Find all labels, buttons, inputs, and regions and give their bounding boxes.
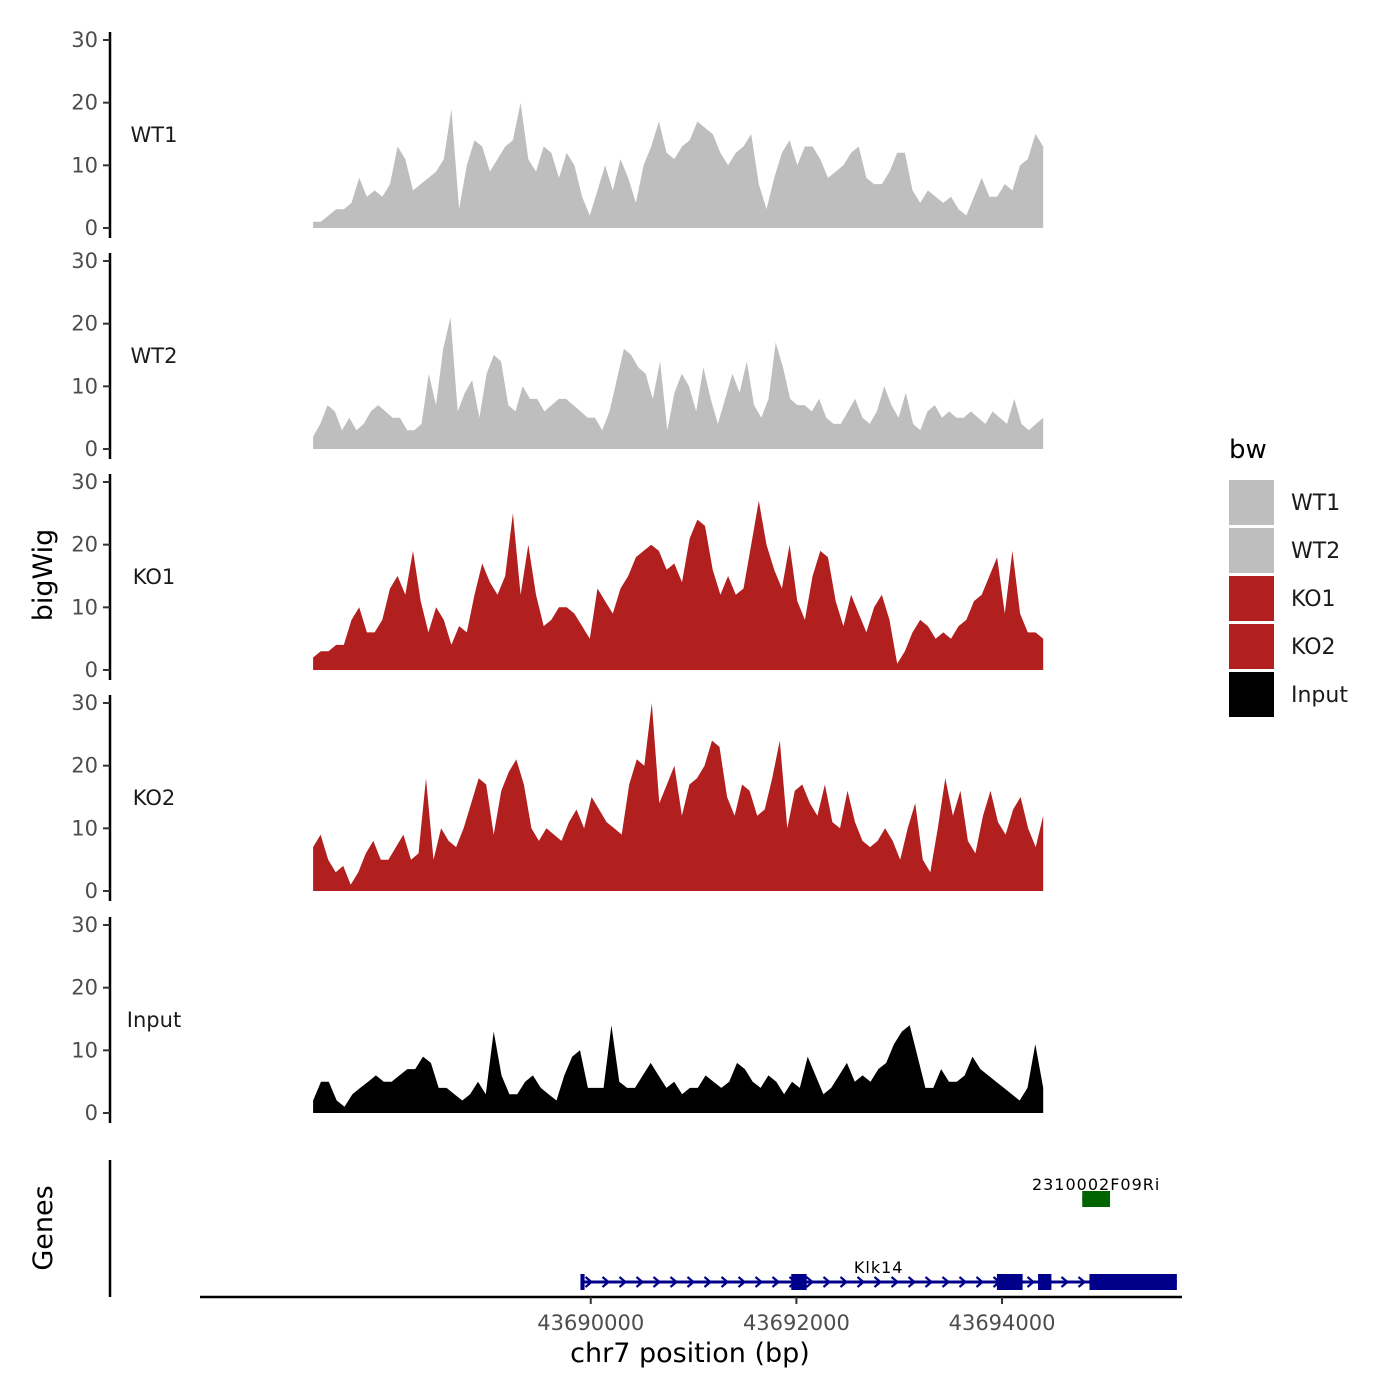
area-input [313, 1025, 1044, 1113]
strand-arrow [822, 1276, 832, 1288]
x-tick-label: 43694000 [949, 1311, 1056, 1335]
legend-key-input [1229, 672, 1274, 717]
strand-arrow [754, 1276, 764, 1288]
track-label-wt1: WT1 [131, 123, 178, 147]
legend-key-wt2 [1229, 528, 1274, 573]
x-tick-label: 43690000 [537, 1311, 644, 1335]
y-tick-label: 20 [71, 533, 98, 557]
area-ko2 [313, 703, 1044, 891]
y-tick-label: 20 [71, 91, 98, 115]
y-tick-label: 30 [71, 691, 98, 715]
y-tick-label: 30 [71, 249, 98, 273]
area-wt1 [313, 102, 1044, 228]
y-tick-label: 10 [71, 374, 98, 398]
strand-arrow [584, 1276, 594, 1288]
track-input: 0 10 20 30 Input [71, 913, 1044, 1125]
y-tick-label: 20 [71, 312, 98, 336]
strand-arrow [856, 1276, 866, 1288]
y-tick-label: 0 [85, 216, 98, 240]
gene-exon [1038, 1274, 1052, 1290]
strand-arrow [669, 1276, 679, 1288]
strand-arrow [686, 1276, 696, 1288]
strand-arrow [771, 1276, 781, 1288]
strand-arrow [890, 1276, 900, 1288]
y-tick-label: 0 [85, 658, 98, 682]
track-label-wt2: WT2 [131, 344, 178, 368]
legend-label-ko1: KO1 [1291, 587, 1336, 612]
legend-key-ko2 [1229, 624, 1274, 669]
gene-exon [1089, 1274, 1177, 1290]
strand-arrow [601, 1276, 611, 1288]
strand-arrow [907, 1276, 917, 1288]
gene-klk14: Klk14 [580, 1258, 1177, 1290]
strand-arrow [737, 1276, 747, 1288]
strand-arrow [1026, 1276, 1036, 1288]
strand-arrow [703, 1276, 713, 1288]
gene-exon [996, 1274, 1023, 1290]
gene-exon [580, 1274, 585, 1290]
strand-arrow [839, 1276, 849, 1288]
y-tick-label: 0 [85, 879, 98, 903]
strand-arrow [975, 1276, 985, 1288]
y-tick-label: 30 [71, 913, 98, 937]
legend-label-wt2: WT2 [1291, 539, 1340, 564]
strand-arrow [805, 1276, 815, 1288]
legend-key-wt1 [1229, 480, 1274, 525]
strand-arrow [652, 1276, 662, 1288]
y-tick-label: 10 [71, 153, 98, 177]
strand-arrow [941, 1276, 951, 1288]
y-tick-label: 30 [71, 28, 98, 52]
gene-2310002f09ri: 2310002F09Ri [1032, 1175, 1160, 1207]
gene-exon [1082, 1191, 1111, 1207]
signal-tracks: 0 10 20 30 WT1 0 10 20 30 WT2 0 10 20 30 KO1 0 10 20 30 KO2… [71, 28, 1044, 1125]
track-wt2: 0 10 20 30 WT2 [71, 249, 1044, 461]
legend: bw WT1 WT2 KO1 KO2 Input [1229, 435, 1348, 717]
track-label-ko2: KO2 [133, 786, 176, 810]
strand-arrow [873, 1276, 883, 1288]
y-tick-label: 30 [71, 470, 98, 494]
strand-arrow [924, 1276, 934, 1288]
strand-arrow [635, 1276, 645, 1288]
legend-label-ko2: KO2 [1291, 635, 1336, 660]
y-axis-title: bigWig [28, 529, 59, 622]
legend-key-ko1 [1229, 576, 1274, 621]
gene-exon [791, 1274, 807, 1290]
strand-arrow [1077, 1276, 1087, 1288]
gene-track: Genes Klk14 2310002F09Ri [28, 1160, 1177, 1297]
genes-axis-title: Genes [28, 1185, 59, 1270]
y-tick-label: 20 [71, 976, 98, 1000]
area-wt2 [313, 317, 1044, 449]
strand-arrow [958, 1276, 968, 1288]
track-wt1: 0 10 20 30 WT1 [71, 28, 1044, 240]
y-tick-label: 20 [71, 754, 98, 778]
strand-arrow [720, 1276, 730, 1288]
gene-label: Klk14 [854, 1258, 904, 1277]
y-tick-label: 0 [85, 437, 98, 461]
legend-title: bw [1229, 435, 1267, 465]
legend-label-wt1: WT1 [1291, 491, 1340, 516]
y-tick-label: 10 [71, 595, 98, 619]
legend-label-input: Input [1291, 683, 1348, 708]
x-tick-label: 43692000 [743, 1311, 850, 1335]
strand-arrow [1060, 1276, 1070, 1288]
track-ko1: 0 10 20 30 KO1 [71, 470, 1044, 682]
area-ko1 [313, 500, 1044, 670]
x-axis: chr7 position (bp) 43690000 43692000 43694… [200, 1295, 1182, 1369]
y-tick-label: 10 [71, 816, 98, 840]
y-tick-label: 0 [85, 1101, 98, 1125]
track-label-ko1: KO1 [133, 565, 176, 589]
track-ko2: 0 10 20 30 KO2 [71, 691, 1044, 903]
y-tick-label: 10 [71, 1038, 98, 1062]
strand-arrow [618, 1276, 628, 1288]
gene-label: 2310002F09Ri [1032, 1175, 1160, 1194]
track-label-input: Input [127, 1008, 181, 1032]
x-axis-title: chr7 position (bp) [570, 1338, 810, 1369]
